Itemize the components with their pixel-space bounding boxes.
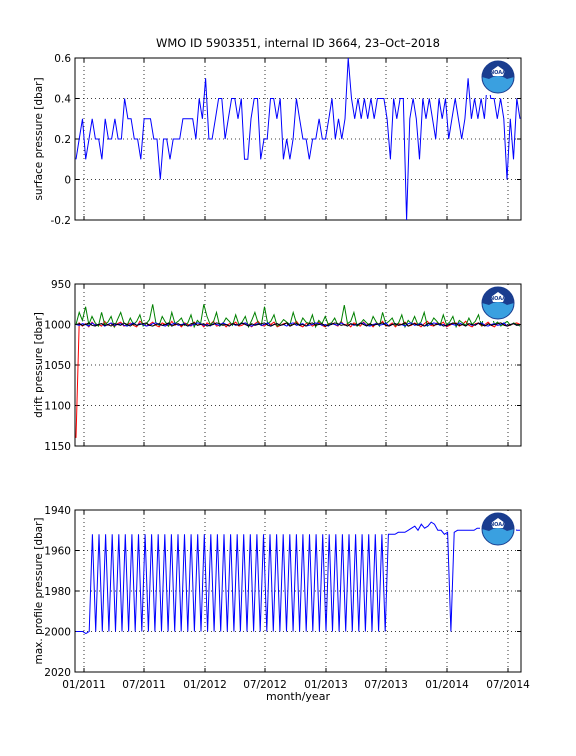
- series-line-0: [75, 58, 521, 220]
- y-tick-label: 950: [51, 279, 71, 291]
- x-tick-label: 07/2011: [122, 679, 166, 691]
- y-tick-label: 0: [64, 175, 71, 187]
- y-tick-label: 1960: [44, 546, 71, 558]
- axes-box: [74, 283, 522, 447]
- y-tick-label: -0.2: [51, 215, 72, 227]
- y-tick-label: 1000: [44, 320, 71, 332]
- noaa-logo-icon: NOAA: [480, 285, 516, 321]
- noaa-logo-text: NOAA: [490, 70, 506, 76]
- y-tick-label: 0.4: [54, 94, 71, 106]
- y-axis-label: drift pressure [dbar]: [33, 312, 45, 418]
- y-axis-label: max. profile pressure [dbar]: [33, 517, 45, 664]
- y-tick-label: 1050: [44, 360, 71, 372]
- drift-pressure-panel: 950 1000 1050 1100 1150 drift pressure [dbar]…: [33, 279, 522, 453]
- x-tick-label: 07/2012: [243, 679, 287, 691]
- x-tick-label: 01/2011: [62, 679, 106, 691]
- chart-title: WMO ID 5903351, internal ID 3664, 23–Oct…: [156, 36, 440, 50]
- x-tick-label: 07/2013: [364, 679, 408, 691]
- noaa-logo-text: NOAA: [490, 296, 506, 302]
- y-tick-label: 2020: [44, 667, 71, 679]
- surface-pressure-panel: -0.2 0 0.2 0.4 0.6 surface pressure [dbar] NOA…: [33, 53, 522, 227]
- y-tick-label: 1980: [44, 586, 71, 598]
- x-tick-label: 07/2014: [486, 679, 530, 691]
- y-tick-label: 0.2: [54, 134, 71, 146]
- series-line-0: [76, 521, 520, 635]
- noaa-logo-icon: NOAA: [480, 59, 516, 95]
- y-tick-label: 0.6: [54, 53, 71, 65]
- noaa-logo-text: NOAA: [490, 522, 506, 528]
- x-tick-label: 01/2012: [183, 679, 227, 691]
- y-tick-label: 1150: [44, 441, 71, 453]
- y-tick-label: 2000: [44, 627, 71, 639]
- y-tick-label: 1100: [44, 401, 71, 413]
- x-tick-label: 01/2013: [304, 679, 348, 691]
- axes-box: [74, 57, 522, 221]
- y-tick-label: 1940: [44, 505, 71, 517]
- y-axis-label: surface pressure [dbar]: [33, 77, 45, 200]
- x-axis-label: month/year: [266, 690, 330, 703]
- x-tick-label: 01/2014: [425, 679, 469, 691]
- series-line-3: [75, 322, 521, 327]
- noaa-logo-icon: NOAA: [480, 511, 516, 547]
- max-profile-pressure-panel: 1940 1960 1980 2000 2020 max. profile pressur…: [33, 505, 522, 679]
